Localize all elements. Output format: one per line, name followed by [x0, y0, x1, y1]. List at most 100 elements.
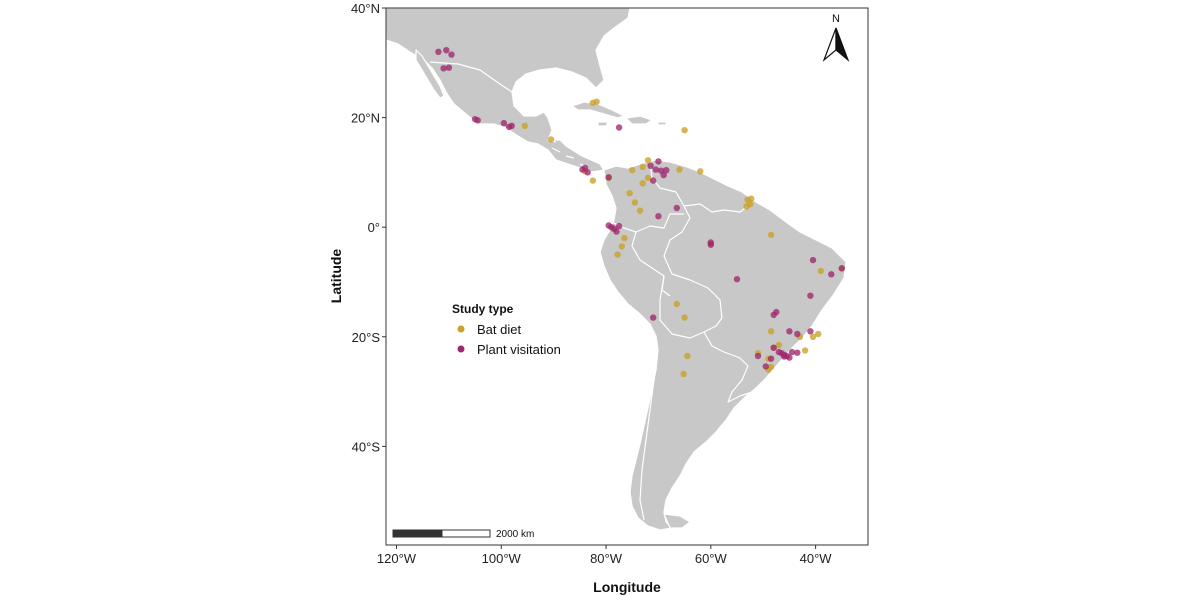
hispaniola-island	[625, 115, 653, 125]
y-axis: 40°N 20°N 0° 20°S 40°S	[351, 1, 386, 454]
point-bat-diet-12	[676, 166, 683, 173]
legend-swatch-plant-visitation	[457, 345, 465, 353]
border-paraguay	[703, 331, 749, 367]
x-axis: 120°W 100°W 80°W 60°W 40°W	[377, 545, 832, 566]
border-colombia-venezuela	[649, 161, 691, 219]
point-plant-visitation-34	[838, 265, 845, 272]
point-plant-visitation-37	[773, 308, 780, 316]
point-bat-diet-4	[681, 127, 688, 134]
point-bat-diet-31	[767, 328, 775, 335]
point-bat-diet-9	[639, 163, 646, 171]
point-plant-visitation-0	[435, 48, 442, 55]
study-points	[435, 47, 845, 378]
scale-bar-dark-segment	[392, 529, 443, 538]
point-plant-visitation-6	[474, 117, 481, 124]
point-plant-visitation-29	[605, 222, 612, 229]
point-plant-visitation-49	[767, 355, 775, 362]
point-bat-diet-17	[636, 207, 644, 214]
point-bat-diet-38	[815, 330, 822, 338]
point-plant-visitation-3	[440, 65, 447, 72]
x-axis-title: Longitude	[593, 579, 661, 595]
point-plant-visitation-19	[660, 171, 667, 179]
point-plant-visitation-38	[786, 328, 793, 335]
north-arrow: N	[822, 13, 850, 62]
point-bat-diet-6	[589, 177, 597, 184]
x-tick-label-2: 80°W	[590, 551, 623, 566]
north-arrow-right-half	[835, 27, 850, 62]
point-plant-visitation-13	[581, 164, 589, 172]
x-tick-label-4: 40°W	[800, 551, 833, 566]
point-bat-diet-28	[681, 314, 688, 321]
point-plant-visitation-32	[809, 256, 817, 264]
north-arrow-label: N	[832, 13, 840, 25]
point-plant-visitation-20	[650, 177, 657, 184]
point-plant-visitation-2	[448, 51, 455, 58]
x-tick-label-3: 60°W	[695, 551, 728, 566]
point-plant-visitation-30	[655, 213, 662, 220]
point-bat-diet-16	[631, 199, 639, 206]
point-bat-diet-30	[680, 370, 687, 378]
legend-label-plant-visitation: Plant visitation	[477, 342, 561, 357]
y-tick-label-0: 40°N	[351, 1, 380, 16]
point-plant-visitation-33	[828, 271, 835, 278]
point-plant-visitation-24	[707, 241, 714, 248]
point-bat-diet-21	[748, 195, 755, 202]
point-plant-visitation-50	[754, 352, 762, 360]
point-plant-visitation-22	[673, 204, 680, 212]
legend-title: Study type	[452, 302, 514, 316]
point-bat-diet-2	[547, 136, 555, 143]
point-bat-diet-10	[639, 180, 646, 187]
point-plant-visitation-4	[445, 64, 453, 71]
point-plant-visitation-40	[807, 328, 814, 335]
border-brazil-west	[663, 217, 723, 319]
point-bat-diet-3	[521, 122, 528, 129]
point-bat-diet-40	[817, 267, 824, 275]
legend-swatch-bat-diet	[457, 325, 465, 333]
scale-bar-light-segment	[441, 529, 491, 538]
border-us-mexico	[429, 61, 513, 93]
point-plant-visitation-35	[807, 292, 814, 299]
legend-label-bat-diet: Bat diet	[477, 322, 521, 337]
point-plant-visitation-46	[794, 349, 801, 356]
point-bat-diet-1	[593, 98, 600, 105]
point-bat-diet-37	[801, 347, 809, 354]
y-tick-label-4: 40°S	[352, 439, 381, 454]
point-plant-visitation-9	[505, 123, 513, 131]
border-chile-argentina	[639, 349, 659, 521]
tierra-del-fuego	[663, 513, 691, 529]
point-bat-diet-11	[644, 174, 652, 182]
point-bat-diet-22	[767, 231, 775, 239]
baja-california	[415, 49, 445, 99]
point-bat-diet-33	[775, 341, 783, 349]
point-bat-diet-27	[673, 300, 680, 308]
point-bat-diet-24	[621, 234, 628, 242]
point-plant-visitation-16	[652, 166, 659, 173]
jamaica-island	[597, 121, 609, 127]
border-argentina-brazil-uruguay	[727, 365, 753, 403]
point-bat-diet-39	[809, 333, 817, 340]
point-plant-visitation-15	[647, 162, 654, 169]
y-tick-label-3: 20°S	[352, 330, 381, 345]
point-plant-visitation-52	[781, 353, 788, 360]
point-bat-diet-14	[644, 157, 652, 164]
point-plant-visitation-45	[788, 348, 796, 356]
point-plant-visitation-18	[663, 167, 670, 174]
point-bat-diet-29	[684, 352, 691, 360]
point-plant-visitation-48	[762, 363, 769, 370]
point-plant-visitation-21	[655, 158, 662, 165]
map-panel	[386, 8, 868, 545]
south-america-land	[599, 159, 847, 531]
point-plant-visitation-1	[443, 47, 450, 54]
point-bat-diet-20	[743, 203, 750, 210]
point-plant-visitation-14	[605, 174, 612, 181]
y-axis-title: Latitude	[328, 249, 344, 304]
x-tick-label-1: 100°W	[482, 551, 522, 566]
scale-bar-label: 2000 km	[496, 529, 534, 540]
point-plant-visitation-28	[615, 222, 623, 230]
y-tick-label-1: 20°N	[351, 111, 380, 126]
point-plant-visitation-47	[770, 344, 777, 351]
point-bat-diet-8	[629, 167, 636, 174]
point-bat-diet-26	[614, 251, 621, 258]
point-plant-visitation-44	[775, 348, 783, 356]
